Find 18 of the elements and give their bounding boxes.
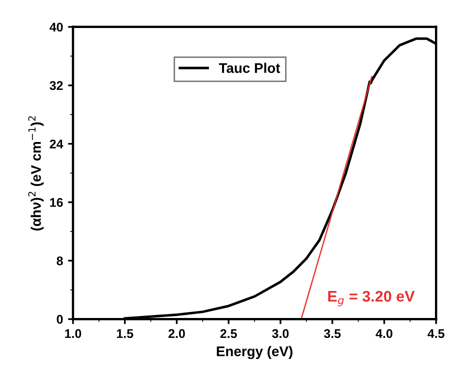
y-tick-label: 32 [50,81,63,90]
x-tick-label: 1.5 [116,329,134,338]
x-tick-label: 2.0 [168,329,185,338]
x-axis-title: Energy (eV) [216,346,292,360]
y-tick-label: 24 [50,140,64,148]
y-tick-label: 16 [50,198,63,207]
x-tick-label: 2.5 [220,329,237,338]
x-tick-label: 4.0 [376,329,392,338]
annotation: E$_{g}$ = 3.20 eV [328,290,415,306]
x-tick-label: 3.0 [272,329,289,338]
x-tick-label: 3.5 [324,329,341,338]
x-tick-label: 4.5 [428,329,444,338]
y-tick-label: 8 [56,256,63,266]
legend-label: Tauc Plot [218,62,280,73]
y-tick-label: 40 [50,22,63,32]
y-axis-title: (αhν)$^{2}$ (eV cm$^{−1}$)$^{2}$ [28,116,44,231]
x-tick-label: 1.0 [65,329,82,338]
y-tick-label: 0 [56,314,63,324]
